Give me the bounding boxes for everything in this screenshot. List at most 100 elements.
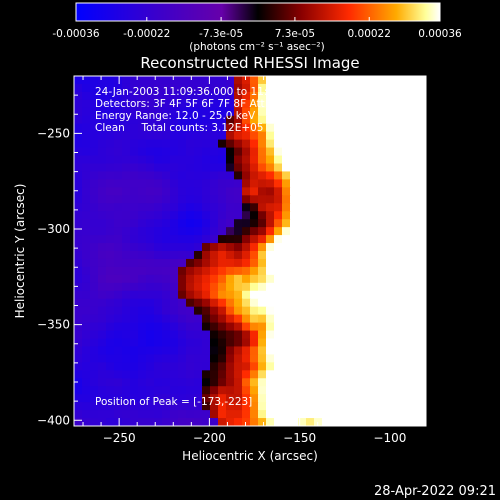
heatmap-cell (386, 91, 395, 101)
heatmap-cell (162, 251, 171, 260)
heatmap-cell (346, 402, 355, 411)
heatmap-cell (130, 139, 139, 149)
heatmap-cell (362, 99, 371, 109)
heatmap-cell (378, 76, 387, 85)
heatmap-cell (378, 83, 387, 93)
heatmap-cell (306, 171, 315, 180)
heatmap-cell (282, 91, 291, 101)
heatmap-cell (322, 251, 331, 260)
heatmap-cell (218, 76, 227, 85)
colorbar (75, 2, 441, 22)
heatmap-cell (90, 402, 99, 411)
heatmap-cell (218, 282, 227, 292)
heatmap-cell (194, 211, 203, 220)
colorbar-tick-label: 0.00036 (418, 28, 462, 40)
heatmap-cell (410, 418, 419, 426)
heatmap-cell (386, 139, 395, 149)
heatmap-cell (402, 131, 411, 141)
heatmap-cell (82, 402, 91, 411)
heatmap-cell (386, 155, 395, 165)
heatmap-cell (210, 338, 219, 348)
heatmap-cell (266, 187, 275, 196)
heatmap-cell (370, 131, 379, 141)
heatmap-cell (146, 91, 155, 101)
heatmap-cell (290, 378, 299, 387)
heatmap-cell (322, 282, 331, 292)
heatmap-cell (306, 354, 315, 363)
heatmap-cell (338, 91, 347, 101)
heatmap-cell (282, 330, 291, 340)
heatmap-cell (210, 243, 219, 252)
heatmap-cell (234, 139, 243, 149)
heatmap-cell (250, 123, 259, 133)
heatmap-cell (90, 330, 99, 340)
heatmap-cell (154, 306, 163, 316)
heatmap-cell (346, 155, 355, 165)
heatmap-cell (242, 370, 251, 379)
heatmap-cell (114, 243, 123, 252)
heatmap-cell (74, 394, 83, 403)
heatmap-cell (418, 330, 426, 340)
heatmap-cell (418, 322, 426, 332)
heatmap-cell (114, 163, 123, 173)
heatmap-cell (154, 370, 163, 379)
heatmap-cell (386, 322, 395, 332)
heatmap-cell (314, 402, 323, 411)
heatmap-cell (378, 282, 387, 292)
heatmap-cell (194, 83, 203, 93)
heatmap-cell (410, 131, 419, 141)
heatmap-cell (274, 370, 283, 379)
heatmap-cell (394, 266, 403, 276)
heatmap-cell (106, 378, 115, 387)
heatmap-cell (242, 402, 251, 411)
heatmap-cell (266, 298, 275, 308)
heatmap-cell (178, 203, 187, 212)
heatmap-cell (330, 258, 339, 268)
heatmap-cell (146, 418, 155, 426)
heatmap-cell (106, 402, 115, 411)
heatmap-cell (354, 298, 363, 308)
heatmap-cell (370, 163, 379, 173)
heatmap-cell (386, 211, 395, 220)
heatmap-cell (282, 258, 291, 268)
heatmap-cell (282, 131, 291, 141)
heatmap-cell (226, 227, 235, 236)
heatmap-cell (154, 378, 163, 387)
heatmap-cell (418, 370, 426, 379)
heatmap-cell (298, 386, 307, 395)
heatmap-cell (98, 115, 107, 125)
heatmap-cell (178, 99, 187, 109)
heatmap-cell (74, 139, 83, 149)
heatmap-cell (346, 139, 355, 149)
heatmap-cell (258, 171, 267, 180)
heatmap-cell (378, 91, 387, 101)
heatmap-cell (250, 402, 259, 411)
heatmap-cell (114, 123, 123, 133)
heatmap-cell (146, 139, 155, 149)
heatmap-cell (250, 266, 259, 276)
heatmap-cell (82, 131, 91, 141)
heatmap-cell (218, 394, 227, 403)
heatmap-cell (146, 354, 155, 363)
heatmap-cell (394, 378, 403, 387)
heatmap-cell (322, 139, 331, 149)
heatmap-cell (130, 418, 139, 426)
heatmap-cell (226, 195, 235, 204)
heatmap-cell (346, 251, 355, 260)
heatmap-cell (290, 179, 299, 188)
heatmap-cell (154, 418, 163, 426)
heatmap-cell (218, 346, 227, 355)
heatmap-cell (274, 386, 283, 395)
heatmap-cell (202, 362, 211, 371)
heatmap-cell (226, 362, 235, 371)
heatmap-cell (114, 131, 123, 141)
heatmap-cell (314, 211, 323, 220)
heatmap-cell (298, 370, 307, 379)
heatmap-cell (178, 362, 187, 371)
heatmap-cell (266, 131, 275, 141)
heatmap-cell (234, 338, 243, 348)
heatmap-cell (258, 410, 267, 419)
heatmap-cell (146, 147, 155, 157)
axis-ticks: −250 −200 −150 −100−250−300−350−400 (37, 75, 427, 445)
heatmap-cell (330, 298, 339, 308)
